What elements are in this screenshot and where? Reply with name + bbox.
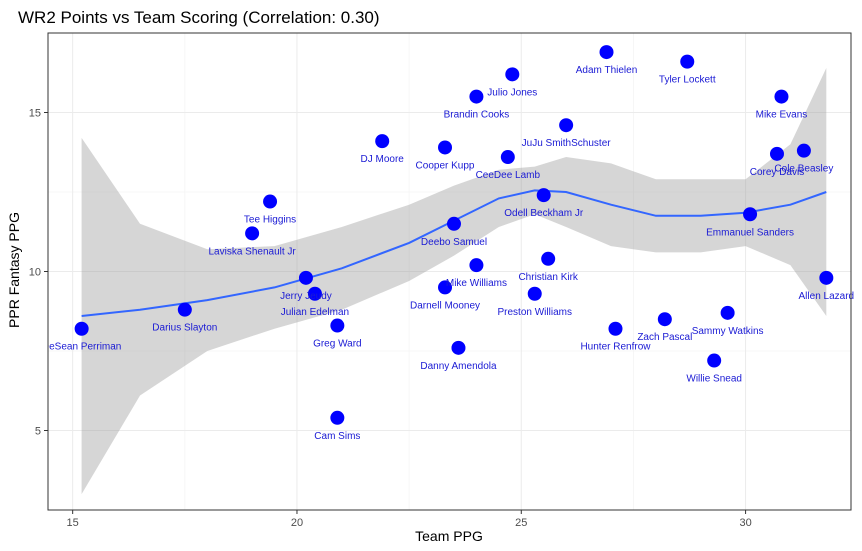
- point-label: JuJu SmithSchuster: [522, 138, 612, 149]
- point-label: Darnell Mooney: [410, 300, 480, 311]
- point-label: Adam Thielen: [576, 65, 638, 76]
- data-point: [707, 353, 722, 368]
- data-point: [438, 140, 453, 155]
- grid: [48, 32, 851, 511]
- point-label: Darius Slayton: [152, 323, 217, 334]
- data-points: [74, 45, 834, 425]
- point-label: Jerry Jeudy: [280, 291, 332, 302]
- panel-edge-cover: [0, 33, 48, 510]
- point-label: Preston Williams: [498, 307, 572, 318]
- y-tick-label: 10: [29, 267, 41, 279]
- data-point: [527, 286, 542, 301]
- point-label: Sammy Watkins: [692, 326, 764, 337]
- data-point: [469, 89, 484, 104]
- point-label: Laviska Shenault Jr: [208, 246, 296, 257]
- data-point: [451, 340, 466, 355]
- y-tick-label: 5: [35, 426, 41, 438]
- point-label: Tee Higgins: [244, 215, 296, 226]
- data-point: [720, 305, 735, 320]
- data-point: [330, 318, 345, 333]
- x-tick-label: 30: [739, 517, 751, 529]
- data-point: [743, 207, 758, 222]
- data-point: [330, 410, 345, 425]
- point-label: Danny Amendola: [420, 361, 497, 372]
- data-point: [375, 134, 390, 149]
- y-axis-title: PPR Fantasy PPG: [6, 212, 22, 328]
- point-label: Greg Ward: [313, 339, 362, 350]
- point-label: Christian Kirk: [518, 272, 578, 283]
- data-point: [774, 89, 789, 104]
- x-axis-title: Team PPG: [415, 528, 483, 544]
- smooth-trend-line: [81, 189, 827, 317]
- data-point: [263, 194, 278, 209]
- point-label: Cooper Kupp: [416, 160, 475, 171]
- data-point: [559, 118, 574, 133]
- data-point: [298, 270, 313, 285]
- trend-line: [81, 189, 827, 317]
- data-point: [446, 216, 461, 231]
- data-point: [307, 286, 322, 301]
- point-label: DJ Moore: [361, 154, 405, 165]
- point-label: Allen Lazard: [799, 291, 855, 302]
- data-point: [769, 146, 784, 161]
- x-tick-label: 25: [515, 517, 527, 529]
- data-point: [608, 321, 623, 336]
- data-point: [796, 143, 811, 158]
- point-label: Deebo Samuel: [421, 237, 487, 248]
- data-point: [680, 54, 695, 69]
- data-point: [74, 321, 89, 336]
- data-point: [599, 45, 614, 60]
- data-point: [657, 312, 672, 327]
- confidence-band: [81, 68, 827, 495]
- point-label: Cole Beasley: [774, 164, 833, 175]
- y-tick-label: 15: [29, 108, 41, 120]
- point-label: Zach Pascal: [637, 332, 692, 343]
- point-labels: DeSean Perriman Darius Slayton Laviska She…: [42, 65, 854, 442]
- point-label: Mike Williams: [446, 278, 507, 289]
- data-point: [541, 251, 556, 266]
- chart-title: WR2 Points vs Team Scoring (Correlation:…: [18, 8, 380, 27]
- point-label: Julio Jones: [487, 87, 537, 98]
- point-label: Cam Sims: [314, 431, 360, 442]
- axis-ticks: 15 20 25 30 5 10 15: [29, 108, 752, 530]
- data-point: [500, 150, 515, 165]
- x-tick-label: 15: [67, 517, 79, 529]
- point-label: Corey Davis: [750, 167, 804, 178]
- point-label: Tyler Lockett: [659, 75, 716, 86]
- data-point: [819, 270, 834, 285]
- point-label: Mike Evans: [756, 110, 808, 121]
- point-label: Julian Edelman: [281, 307, 349, 318]
- point-label: CeeDee Lamb: [476, 170, 541, 181]
- data-point: [536, 188, 551, 203]
- data-point: [245, 226, 260, 241]
- point-label: DeSean Perriman: [42, 342, 121, 353]
- left-margin-cover: [0, 33, 48, 510]
- point-label: Willie Snead: [686, 374, 742, 385]
- data-point: [177, 302, 192, 317]
- point-label: Brandin Cooks: [444, 110, 510, 121]
- data-point: [438, 280, 453, 295]
- confidence-ribbon: [81, 68, 827, 495]
- point-label: Emmanuel Sanders: [706, 227, 794, 238]
- point-label: Hunter Renfrow: [580, 342, 651, 353]
- data-point: [469, 258, 484, 273]
- x-tick-label: 20: [291, 517, 303, 529]
- data-point: [505, 67, 520, 82]
- point-label: Odell Beckham Jr: [504, 208, 584, 219]
